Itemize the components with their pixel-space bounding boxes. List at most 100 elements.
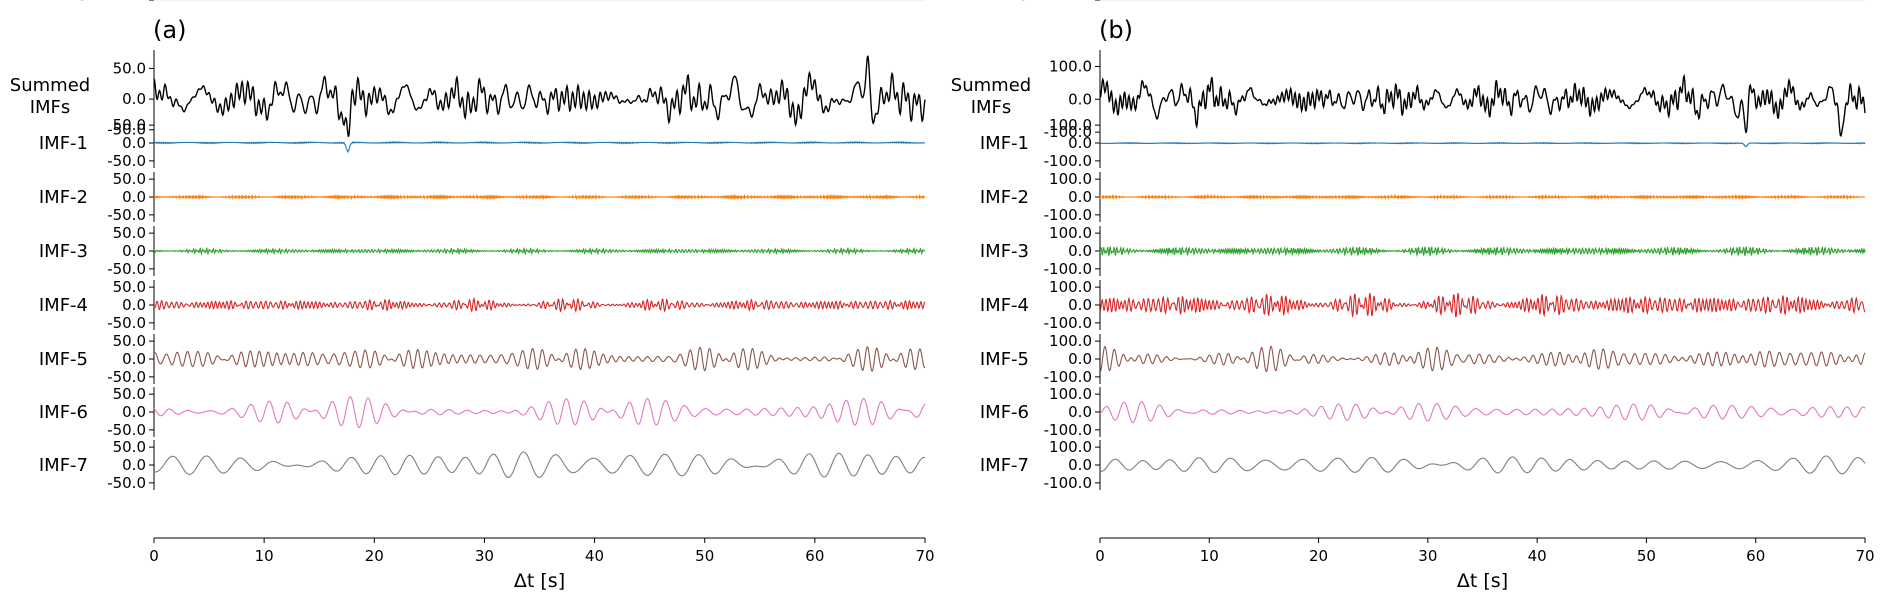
row-label: IMF-2 bbox=[39, 187, 88, 208]
series-line bbox=[1099, 292, 1866, 318]
row-label: IMF-2 bbox=[980, 187, 1029, 208]
row-imf-2: 50.00.0-50.0 IMF-2 bbox=[39, 170, 926, 224]
y-tick-label: 0.0 bbox=[1068, 0, 1092, 4]
row-imf-6: 100.00.0-100.0 IMF-6 bbox=[980, 385, 1866, 439]
series-line bbox=[153, 193, 926, 201]
y-tick-label: 0.0 bbox=[1068, 456, 1092, 474]
y-tick-label: 50.0 bbox=[113, 224, 146, 242]
y-tick-label: 50.0 bbox=[113, 278, 146, 296]
series-line bbox=[153, 246, 926, 256]
y-tick-label: -100.0 bbox=[1044, 314, 1092, 332]
row-label: IMF-6 bbox=[980, 402, 1029, 423]
row-imf-8: 50.00.0-50.0 IMF-8 bbox=[39, 0, 925, 5]
y-tick-label: 50.0 bbox=[113, 385, 146, 403]
y-tick-label: 0.0 bbox=[1068, 403, 1092, 421]
y-tick-label: 50.0 bbox=[113, 116, 146, 134]
series-line bbox=[153, 140, 925, 154]
y-tick-label: 0.0 bbox=[122, 350, 146, 368]
y-tick-label: -50.0 bbox=[107, 474, 146, 492]
x-tick-label: 0 bbox=[1095, 547, 1105, 565]
series-line bbox=[1099, 141, 1866, 148]
y-tick-label: 100.0 bbox=[1049, 332, 1092, 350]
y-tick-label: -100.0 bbox=[1044, 0, 1092, 4]
row-label: IMFs bbox=[30, 97, 71, 118]
row-label: IMF-3 bbox=[980, 241, 1029, 262]
row-label: Summed bbox=[951, 75, 1031, 96]
y-tick-label: -50.0 bbox=[107, 368, 146, 386]
y-tick-label: -50.0 bbox=[107, 260, 146, 278]
y-tick-label: 100.0 bbox=[1049, 278, 1092, 296]
series-line bbox=[1099, 73, 1866, 137]
row-imf-1: 100.00.0-100.0 IMF-1 bbox=[980, 116, 1866, 170]
x-tick-label: 50 bbox=[695, 547, 714, 565]
y-tick-label: 0.0 bbox=[122, 134, 146, 152]
series-line bbox=[153, 296, 926, 313]
series-line bbox=[1099, 345, 1866, 373]
x-tick-label: 10 bbox=[1200, 547, 1219, 565]
x-tick-label: 50 bbox=[1637, 547, 1656, 565]
x-tick-label: 30 bbox=[475, 547, 494, 565]
y-tick-label: 0.0 bbox=[122, 90, 146, 108]
y-tick-label: 0.0 bbox=[122, 403, 146, 421]
y-tick-label: 100.0 bbox=[1049, 224, 1092, 242]
x-tick-label: 0 bbox=[149, 547, 159, 565]
row-label: IMFs bbox=[971, 97, 1012, 118]
row-imf-6: 50.00.0-50.0 IMF-6 bbox=[39, 385, 926, 439]
series-line bbox=[1099, 455, 1866, 475]
y-tick-label: 0.0 bbox=[1068, 350, 1092, 368]
y-tick-label: -50.0 bbox=[107, 121, 146, 139]
x-tick-label: 20 bbox=[365, 547, 384, 565]
row-imf-1: 50.00.0-50.0 IMF-1 bbox=[39, 116, 925, 170]
y-tick-label: 50.0 bbox=[113, 59, 146, 77]
row-label: IMF-8 bbox=[980, 0, 1029, 5]
y-tick-label: -100.0 bbox=[1044, 421, 1092, 439]
y-tick-label: 100.0 bbox=[1049, 116, 1092, 134]
row-label: Summed bbox=[10, 75, 90, 96]
x-axis-label: Δt [s] bbox=[514, 570, 565, 592]
row-imf-3: 50.00.0-50.0 IMF-3 bbox=[39, 224, 926, 278]
row-imf-4: 50.00.0-50.0 IMF-4 bbox=[39, 278, 926, 332]
x-tick-label: 40 bbox=[1528, 547, 1547, 565]
row-imf-3: 100.00.0-100.0 IMF-3 bbox=[980, 224, 1866, 278]
row-label: IMF-6 bbox=[39, 402, 88, 423]
y-tick-label: 50.0 bbox=[113, 0, 146, 4]
row-label: IMF-4 bbox=[980, 295, 1029, 316]
y-tick-label: -100.0 bbox=[1044, 368, 1092, 386]
y-tick-label: -100.0 bbox=[1044, 206, 1092, 224]
y-tick-label: 100.0 bbox=[1049, 0, 1092, 4]
x-axis-label: Δt [s] bbox=[1457, 570, 1508, 592]
series-line bbox=[1099, 245, 1866, 258]
row-imf-5: 100.00.0-100.0 IMF-5 bbox=[980, 332, 1866, 386]
y-tick-label: 0.0 bbox=[1068, 296, 1092, 314]
y-tick-label: 50.0 bbox=[113, 170, 146, 188]
y-tick-label: 100.0 bbox=[1049, 438, 1092, 456]
x-axis: 0 10 20 30 40 50 60 70 Δt [s] bbox=[1095, 537, 1875, 592]
y-tick-label: 0.0 bbox=[122, 456, 146, 474]
y-tick-label: -100.0 bbox=[1044, 123, 1092, 141]
row-imf-4: 100.00.0-100.0 IMF-4 bbox=[980, 278, 1866, 332]
y-tick-label: -50.0 bbox=[107, 152, 146, 170]
y-tick-label: -50.0 bbox=[107, 421, 146, 439]
series-line bbox=[153, 346, 925, 373]
panel-b: (b)100.00.0-100.0SummedIMFs100.00.0-100.… bbox=[951, 0, 1875, 592]
series-line bbox=[153, 451, 926, 478]
row-imf-5: 50.00.0-50.0 IMF-5 bbox=[39, 332, 925, 386]
row-imf-7: 50.00.0-50.0 IMF-7 bbox=[39, 438, 926, 492]
y-tick-label: 100.0 bbox=[1049, 57, 1092, 75]
y-tick-label: 50.0 bbox=[113, 332, 146, 350]
y-tick-label: -100.0 bbox=[1044, 152, 1092, 170]
y-tick-label: 0.0 bbox=[1068, 242, 1092, 260]
y-tick-label: 0.0 bbox=[122, 296, 146, 314]
row-imf-8: 100.00.0-100.0 IMF-8 bbox=[980, 0, 1865, 5]
y-tick-label: 100.0 bbox=[1049, 385, 1092, 403]
y-tick-label: 0.0 bbox=[122, 242, 146, 260]
panel-title: (b) bbox=[1099, 16, 1133, 44]
panel-a: (a)50.00.0-50.0SummedIMFs50.00.0-50.0IMF… bbox=[10, 0, 935, 592]
x-tick-label: 60 bbox=[1746, 547, 1765, 565]
series-line bbox=[153, 55, 926, 138]
row-label: IMF-3 bbox=[39, 241, 88, 262]
row-label: IMF-7 bbox=[39, 455, 88, 476]
row-imf-2: 100.00.0-100.0 IMF-2 bbox=[980, 170, 1866, 224]
